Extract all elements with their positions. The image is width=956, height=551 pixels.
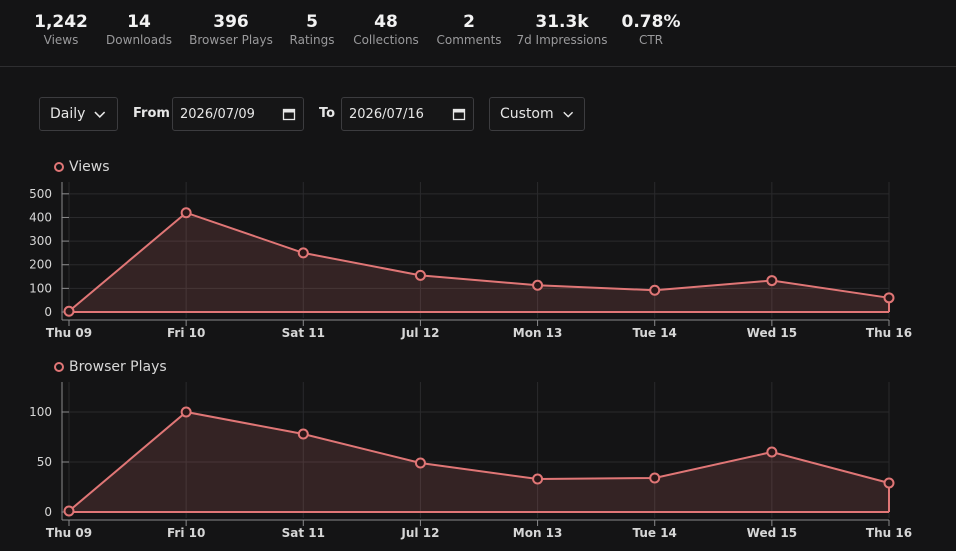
data-point[interactable] (883, 477, 895, 489)
y-tick-label: 100 (29, 281, 52, 295)
x-tick-label: Thu 09 (46, 526, 92, 540)
series-area (69, 412, 889, 512)
data-point[interactable] (63, 505, 75, 517)
x-tick-label: Mon 13 (513, 326, 563, 340)
series-line (68, 410, 890, 512)
x-tick-label: Jul 12 (400, 526, 439, 540)
chevron-down-icon (562, 111, 573, 118)
stat-label: 7d Impressions (516, 33, 608, 47)
stat-value: 0.78% (621, 12, 681, 32)
browser-plays-legend[interactable]: Browser Plays (54, 359, 167, 375)
y-tick-label: 200 (29, 258, 52, 272)
stat-value: 14 (127, 12, 151, 32)
data-point[interactable] (63, 305, 75, 317)
x-tick-label: Tue 14 (632, 326, 676, 340)
from-date-input[interactable]: 2026/07/09 (172, 97, 304, 131)
stat-label: Views (43, 33, 79, 47)
x-tick-label: Wed 15 (747, 526, 797, 540)
x-tick-label: Mon 13 (513, 526, 563, 540)
calendar-icon[interactable] (452, 107, 466, 121)
stat-views: 1,242 Views (34, 11, 88, 48)
x-tick-label: Wed 15 (747, 326, 797, 340)
interval-select-value: Daily (50, 106, 86, 122)
stat-value: 2 (463, 12, 475, 32)
chart-controls: Daily From 2026/07/09 To 2026/07/16 Cust… (0, 97, 956, 131)
from-label: From (133, 106, 170, 121)
data-point[interactable] (180, 406, 192, 418)
stat-value: 396 (213, 12, 249, 32)
stat-label: Downloads (106, 33, 172, 47)
data-point[interactable] (180, 207, 192, 219)
legend-label: Views (69, 159, 110, 175)
data-point[interactable] (883, 292, 895, 304)
calendar-icon[interactable] (282, 107, 296, 121)
data-point[interactable] (532, 473, 544, 485)
y-tick-label: 50 (37, 455, 52, 469)
data-point[interactable] (649, 284, 661, 296)
stat-label: CTR (638, 33, 664, 47)
stat-impressions: 31.3k 7d Impressions (516, 11, 607, 48)
x-tick-label: Sat 11 (282, 326, 325, 340)
stat-value: 1,242 (34, 12, 88, 32)
data-point[interactable] (532, 279, 544, 291)
y-tick-label: 0 (44, 505, 52, 519)
browser-plays-chart: 0 50 100 Thu 09 Fri 10 Sat 11 Jul 12 Mon 13 Tue … (29, 382, 912, 540)
legend-label: Browser Plays (69, 359, 167, 375)
x-tick-label: Jul 12 (400, 326, 439, 340)
y-tick-label: 0 (44, 305, 52, 319)
x-tick-label: Tue 14 (632, 526, 676, 540)
stat-label: Collections (353, 33, 419, 47)
stat-label: Comments (436, 33, 502, 47)
to-date-value: 2026/07/16 (349, 106, 424, 122)
range-select[interactable]: Custom (489, 97, 585, 131)
data-point[interactable] (414, 457, 426, 469)
data-point[interactable] (297, 428, 309, 440)
interval-select[interactable]: Daily (39, 97, 118, 131)
stat-ctr: 0.78% CTR (622, 11, 681, 48)
y-tick-label: 400 (29, 210, 52, 224)
legend-marker-icon (54, 362, 64, 372)
range-select-value: Custom (500, 106, 554, 122)
data-point[interactable] (766, 275, 778, 287)
from-date-value: 2026/07/09 (180, 106, 255, 122)
y-tick-label: 100 (29, 405, 52, 419)
x-tick-label: Thu 09 (46, 326, 92, 340)
stat-browser-plays: 396 Browser Plays (189, 11, 273, 48)
data-point[interactable] (414, 269, 426, 281)
stat-value: 48 (374, 12, 398, 32)
y-tick-label: 500 (29, 187, 52, 201)
to-label: To (319, 106, 336, 121)
series-area (69, 212, 889, 312)
views-chart: 0 100 200 300 400 500 Thu 09 Fri 10 Sat 11 Jul 12… (29, 182, 912, 340)
chevron-down-icon (94, 111, 106, 119)
legend-marker-icon (54, 162, 64, 172)
stat-label: Ratings (289, 33, 335, 47)
stat-ratings: 5 Ratings (290, 11, 335, 48)
stat-downloads: 14 Downloads (106, 11, 172, 48)
stat-label: Browser Plays (189, 33, 273, 47)
stat-comments: 2 Comments (436, 11, 501, 48)
x-tick-label: Fri 10 (167, 526, 205, 540)
series-line (68, 211, 890, 313)
stat-collections: 48 Collections (353, 11, 419, 48)
stats-bar: 1,242 Views 14 Downloads 396 Browser Pla… (0, 0, 956, 67)
data-point[interactable] (297, 247, 309, 259)
x-tick-label: Thu 16 (866, 326, 912, 340)
x-tick-label: Thu 16 (866, 526, 912, 540)
stat-value: 5 (306, 12, 318, 32)
data-point[interactable] (766, 446, 778, 458)
to-date-input[interactable]: 2026/07/16 (341, 97, 474, 131)
x-tick-label: Fri 10 (167, 326, 205, 340)
y-tick-label: 300 (29, 234, 52, 248)
views-legend[interactable]: Views (54, 159, 110, 175)
stat-value: 31.3k (535, 12, 589, 32)
data-point[interactable] (649, 472, 661, 484)
x-tick-label: Sat 11 (282, 526, 325, 540)
